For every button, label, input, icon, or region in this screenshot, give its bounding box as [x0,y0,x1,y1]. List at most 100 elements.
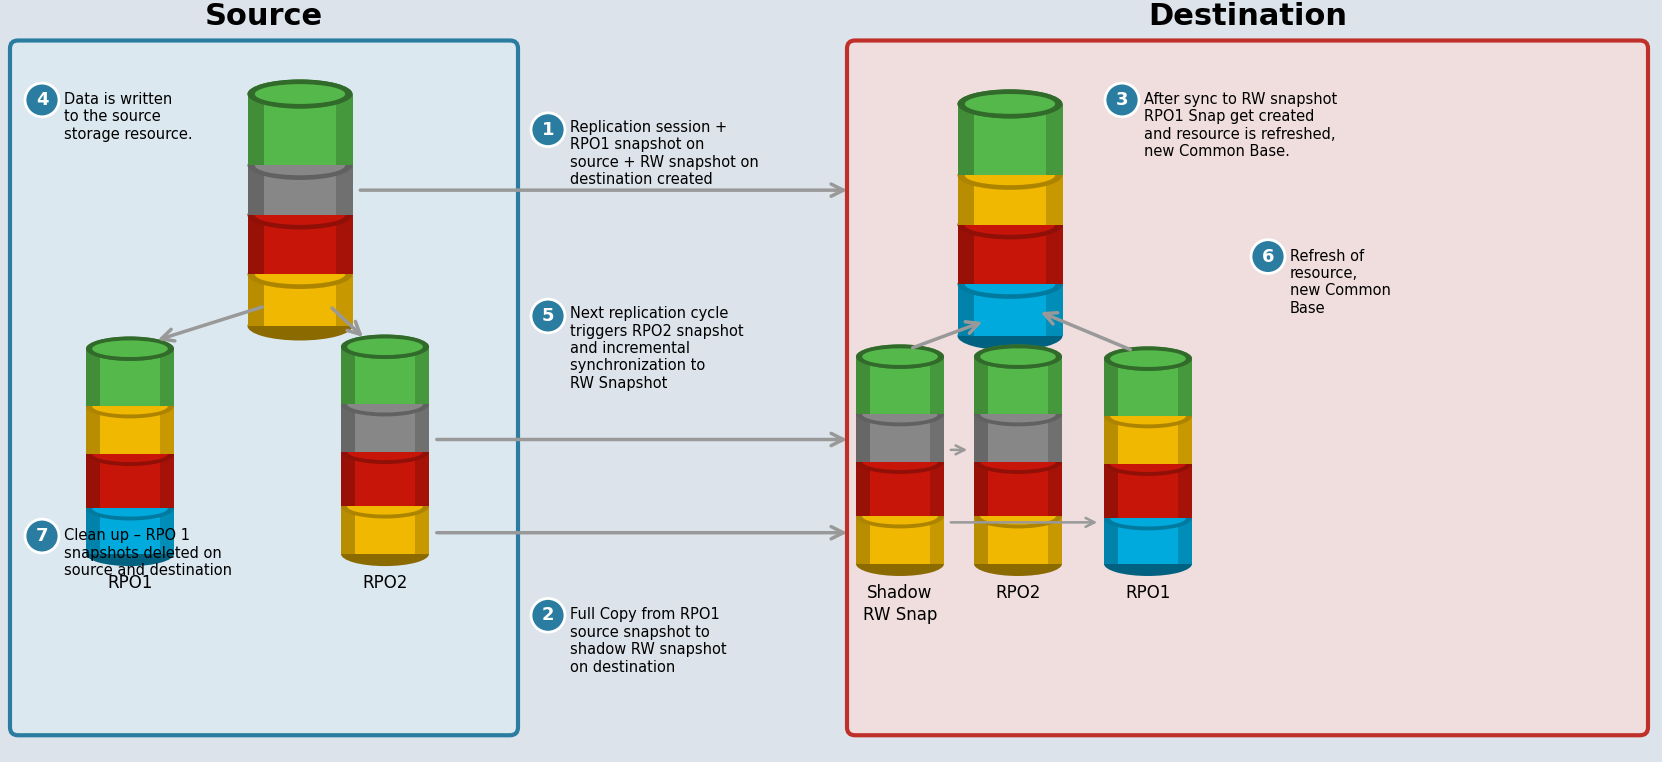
Bar [974,516,1062,564]
Bar [1049,462,1062,516]
Bar [248,94,352,165]
Bar [957,175,1062,225]
Ellipse shape [974,344,1062,369]
Ellipse shape [347,396,422,412]
Bar [957,225,974,284]
Bar [86,349,100,406]
Ellipse shape [856,504,944,528]
Bar [86,406,100,454]
Bar [341,452,429,506]
Bar [856,516,944,564]
Bar [974,357,1062,414]
Ellipse shape [341,440,429,464]
Ellipse shape [981,406,1055,422]
Bar [86,454,100,508]
Ellipse shape [254,264,346,284]
Text: Refresh of
resource,
new Common
Base: Refresh of resource, new Common Base [1290,248,1391,315]
Text: RPO2: RPO2 [362,574,407,592]
Ellipse shape [856,344,944,369]
Ellipse shape [981,508,1055,524]
Bar [1178,416,1192,464]
Bar [1045,284,1062,336]
Ellipse shape [341,494,429,518]
Ellipse shape [248,260,352,289]
Ellipse shape [248,200,352,229]
Bar [974,414,1062,462]
Bar [856,462,944,516]
Ellipse shape [86,337,175,361]
Ellipse shape [341,542,429,566]
Bar [1104,464,1119,518]
Text: Source: Source [204,2,322,31]
Ellipse shape [1110,351,1187,367]
Bar [974,414,989,462]
FancyBboxPatch shape [10,40,519,735]
Bar [248,215,264,274]
Ellipse shape [1104,552,1192,576]
Ellipse shape [1110,510,1187,527]
Text: RPO1: RPO1 [108,574,153,592]
Ellipse shape [254,84,346,104]
Ellipse shape [91,500,168,517]
Text: 3: 3 [1115,91,1128,109]
Bar [1104,359,1192,416]
Text: 4: 4 [37,91,48,109]
Ellipse shape [254,205,346,225]
Ellipse shape [248,79,352,108]
Circle shape [25,83,58,117]
Bar [974,357,989,414]
Bar [957,284,1062,336]
Ellipse shape [1104,404,1192,428]
Ellipse shape [248,312,352,341]
Bar [856,414,944,462]
Ellipse shape [957,161,1062,190]
Text: 6: 6 [1261,248,1275,265]
Text: Replication session +
RPO1 snapshot on
source + RW snapshot on
destination creat: Replication session + RPO1 snapshot on s… [570,120,760,187]
Bar [1049,357,1062,414]
Ellipse shape [86,441,175,466]
Ellipse shape [981,453,1055,470]
Text: Data is written
to the source
storage resource.: Data is written to the source storage re… [65,92,193,142]
Ellipse shape [1104,347,1192,371]
Bar [341,347,356,404]
Ellipse shape [856,552,944,576]
Bar [1178,464,1192,518]
Ellipse shape [254,84,346,104]
Ellipse shape [1110,408,1187,424]
Bar [1045,225,1062,284]
Circle shape [1105,83,1138,117]
Ellipse shape [1110,351,1187,367]
Ellipse shape [974,344,1062,369]
Bar [416,347,429,404]
Ellipse shape [966,274,1055,294]
Ellipse shape [86,337,175,361]
Bar [160,406,175,454]
Bar [416,506,429,554]
Bar [957,104,974,175]
Ellipse shape [1110,456,1187,472]
Ellipse shape [248,151,352,180]
Bar [1178,359,1192,416]
Bar [856,462,871,516]
Bar [248,165,352,215]
Bar [957,225,1062,284]
Text: Destination: Destination [1148,2,1346,31]
Text: Full Copy from RPO1
source snapshot to
shadow RW snapshot
on destination: Full Copy from RPO1 source snapshot to s… [570,607,726,674]
Ellipse shape [1104,451,1192,476]
Bar [974,462,1062,516]
Bar [856,357,871,414]
Ellipse shape [347,338,422,355]
Bar [86,508,100,554]
Ellipse shape [863,453,937,470]
Bar [86,406,175,454]
Ellipse shape [341,335,429,359]
Text: Clean up – RPO 1
snapshots deleted on
source and destination: Clean up – RPO 1 snapshots deleted on so… [65,528,233,578]
Bar [336,94,352,165]
Bar [856,516,871,564]
Ellipse shape [91,446,168,462]
Text: RPO2: RPO2 [996,584,1040,602]
Bar [974,516,989,564]
Bar [160,508,175,554]
Ellipse shape [974,402,1062,427]
Bar [86,508,175,554]
